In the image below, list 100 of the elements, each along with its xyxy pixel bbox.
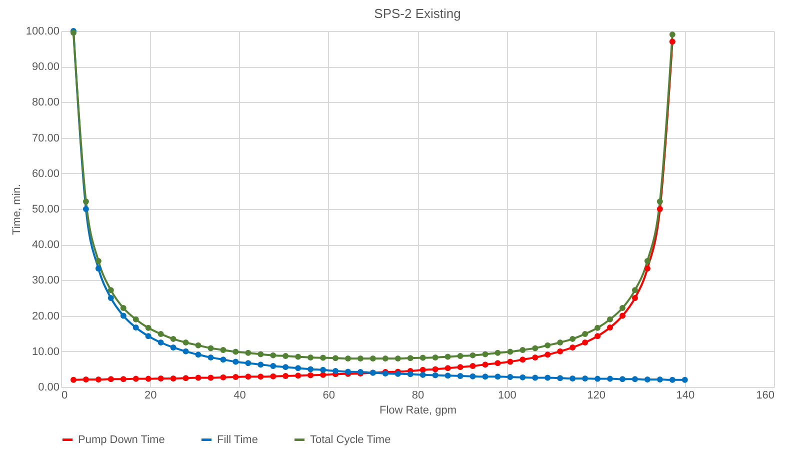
point: [544, 342, 551, 348]
point: [145, 333, 152, 340]
point: [170, 336, 176, 342]
point: [70, 376, 76, 383]
point: [444, 372, 451, 379]
point: [582, 375, 588, 382]
point: [520, 356, 526, 363]
point: [619, 376, 626, 382]
point: [644, 258, 650, 264]
point: [182, 340, 189, 346]
point: [220, 374, 226, 380]
x-tick-label: 60: [322, 390, 335, 402]
point: [444, 365, 451, 372]
point: [482, 351, 488, 358]
point: [232, 348, 239, 355]
point: [494, 360, 501, 366]
y-tick-label: 60.00: [32, 168, 60, 180]
point: [195, 352, 202, 358]
point: [570, 336, 576, 342]
y-tick-label: 100.00: [26, 26, 60, 38]
point: [120, 312, 126, 319]
point: [120, 304, 126, 311]
point: [656, 376, 663, 383]
point: [470, 352, 476, 358]
point: [607, 376, 614, 382]
point: [344, 356, 351, 362]
point: [95, 258, 102, 264]
point: [594, 333, 601, 340]
point: [482, 362, 488, 368]
point: [457, 364, 464, 370]
point: [557, 340, 564, 346]
point: [95, 265, 102, 272]
point: [332, 368, 339, 374]
point: [145, 324, 152, 331]
y-tick-label: 20.00: [32, 310, 60, 322]
legend-label: Fill Time: [217, 434, 258, 446]
point: [532, 354, 538, 360]
point: [520, 346, 526, 353]
point: [407, 355, 414, 362]
point: [258, 374, 264, 380]
point: [208, 374, 214, 381]
point: [332, 355, 339, 362]
y-tick-label: 90.00: [32, 61, 60, 74]
x-tick-label: 0: [62, 390, 68, 402]
point: [669, 32, 676, 38]
point: [220, 346, 226, 353]
point: [357, 356, 364, 362]
point: [132, 376, 139, 382]
point: [282, 353, 289, 360]
point: [208, 345, 214, 352]
y-tick-label: 70.00: [32, 132, 60, 144]
point: [132, 324, 139, 331]
point: [308, 354, 314, 360]
y-tick-label: 30.00: [32, 274, 60, 287]
point: [644, 265, 650, 272]
point: [507, 374, 514, 380]
point: [170, 375, 176, 382]
point: [507, 348, 514, 355]
x-tick-label: 20: [144, 390, 157, 402]
y-tick-label: 80.00: [32, 96, 60, 109]
x-tick-label: 100: [498, 390, 516, 402]
point: [470, 363, 476, 369]
point: [370, 356, 376, 362]
point: [607, 324, 614, 331]
point: [520, 374, 526, 380]
point: [320, 372, 326, 378]
point: [432, 354, 438, 360]
point: [270, 352, 276, 358]
point: [195, 374, 202, 381]
legend-label: Pump Down Time: [78, 434, 165, 446]
point: [108, 376, 114, 382]
point: [82, 198, 89, 205]
point: [532, 345, 538, 352]
point: [270, 363, 276, 369]
point: [570, 344, 576, 350]
point: [158, 340, 164, 346]
point: [170, 344, 176, 350]
y-axis-title: Time, min.: [10, 184, 23, 235]
point: [232, 374, 239, 380]
point: [557, 375, 564, 382]
y-tick-label: 10.00: [32, 346, 60, 358]
point: [669, 376, 676, 383]
y-tick-label: 50.00: [32, 204, 60, 216]
point: [544, 352, 551, 358]
point: [182, 348, 189, 354]
point: [82, 206, 89, 212]
point: [120, 376, 126, 382]
point: [420, 366, 426, 373]
point: [320, 354, 326, 361]
point: [295, 354, 302, 360]
point: [632, 295, 638, 301]
point: [482, 374, 488, 380]
point: [582, 330, 588, 337]
point: [108, 295, 114, 301]
point: [470, 373, 476, 380]
legend-label: Total Cycle Time: [310, 434, 391, 446]
point: [95, 376, 102, 383]
x-tick-label: 40: [234, 390, 246, 402]
point: [145, 376, 152, 382]
point: [420, 354, 426, 361]
